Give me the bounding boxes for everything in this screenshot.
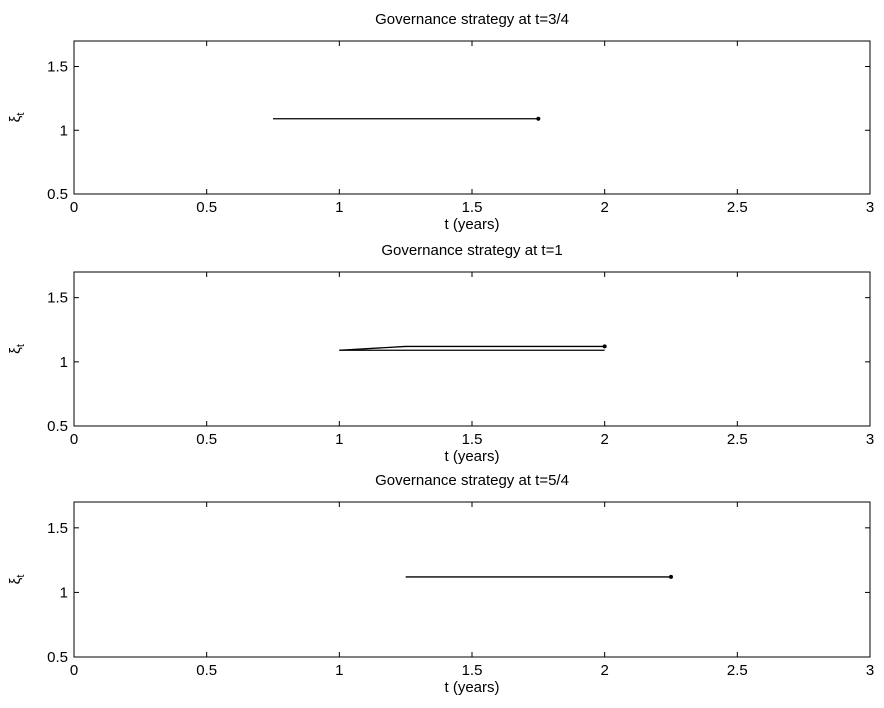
x-tick-label: 0 — [70, 431, 78, 448]
x-tick-label: 2 — [600, 431, 608, 448]
x-tick-label: 2 — [600, 662, 608, 679]
y-axis-label: ξt — [7, 344, 27, 354]
x-tick-label: 1.5 — [462, 662, 483, 679]
y-tick-label: 1.5 — [47, 290, 68, 307]
y-axis-label-subscript: t — [15, 344, 27, 347]
y-axis-label-symbol: ξ — [7, 115, 24, 122]
x-tick-label: 0.5 — [196, 431, 217, 448]
y-tick-label: 1 — [60, 584, 68, 601]
chart-panel-1: Governance strategy at t=3/40 0.5 1 1.5 2 2.5… — [7, 11, 874, 233]
chart-panel-3: Governance strategy at t=5/40 0.5 1 1.5 2 2.5… — [7, 472, 874, 696]
x-tick-label: 3 — [866, 199, 874, 216]
y-axis-label-subscript: t — [15, 575, 27, 578]
x-tick-label: 2.5 — [727, 431, 748, 448]
x-tick-label: 2 — [600, 199, 608, 216]
y-axis-label: ξt — [7, 113, 27, 123]
y-axis-label-symbol: ξ — [7, 347, 24, 354]
y-tick-label: 1 — [60, 354, 68, 371]
series-line-2 — [339, 345, 605, 351]
x-tick-label: 1 — [335, 662, 343, 679]
y-axis-label-subscript: t — [15, 113, 27, 116]
x-tick-label: 2.5 — [727, 662, 748, 679]
series-end-point — [602, 344, 607, 349]
axes-frame — [73, 501, 871, 658]
x-tick-label: 1.5 — [462, 431, 483, 448]
x-tick-label: 3 — [866, 662, 874, 679]
x-tick-label: 3 — [866, 431, 874, 448]
y-tick-label: 0.5 — [47, 649, 68, 666]
x-tick-label: 0.5 — [196, 662, 217, 679]
chart-title: Governance strategy at t=5/4 — [375, 472, 569, 489]
x-tick-label: 0.5 — [196, 199, 217, 216]
y-axis-label-symbol: ξ — [7, 577, 24, 584]
x-tick-label: 2.5 — [727, 199, 748, 216]
axes-frame — [73, 271, 871, 427]
chart-panel-2: Governance strategy at t=10 0.5 1 1.5 2 2.5 30… — [7, 242, 874, 465]
y-tick-label: 1.5 — [47, 59, 68, 76]
series-end-point — [536, 116, 541, 121]
y-tick-label: 0.5 — [47, 418, 68, 435]
axes-frame — [73, 40, 871, 195]
x-axis-label: t (years) — [444, 679, 499, 696]
series-end-point — [669, 574, 673, 579]
x-axis-label: t (years) — [444, 448, 499, 465]
x-tick-label: 1.5 — [462, 199, 483, 216]
x-tick-label: 0 — [70, 199, 78, 216]
x-tick-label: 1 — [335, 431, 343, 448]
y-tick-label: 1 — [60, 122, 68, 139]
chart-title: Governance strategy at t=1 — [381, 242, 562, 259]
x-tick-label: 0 — [70, 662, 78, 679]
chart-title: Governance strategy at t=3/4 — [375, 11, 569, 28]
x-axis-label: t (years) — [444, 216, 499, 233]
y-axis-label: ξt — [7, 575, 27, 585]
y-tick-label: 0.5 — [47, 186, 68, 203]
y-tick-label: 1.5 — [47, 520, 68, 537]
x-tick-label: 1 — [335, 199, 343, 216]
